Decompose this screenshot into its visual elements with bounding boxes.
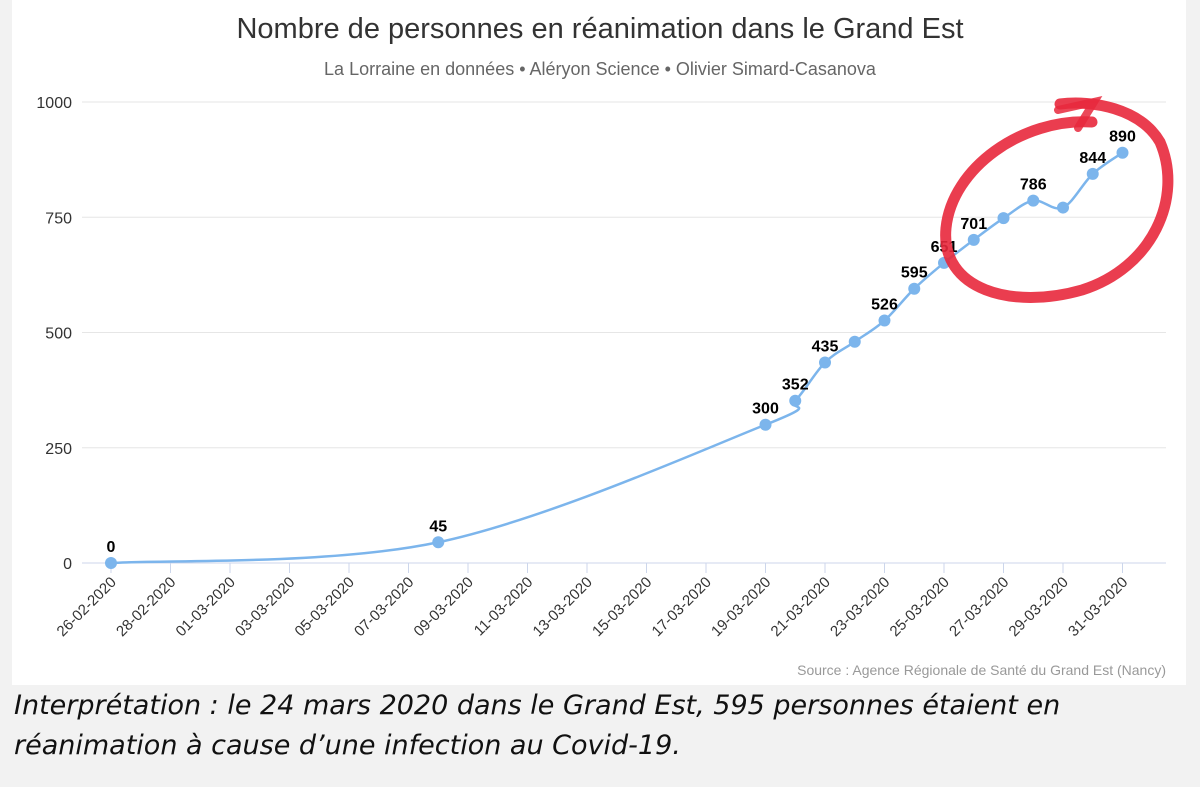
annotation-stroke xyxy=(940,97,1174,303)
y-tick-label: 1000 xyxy=(36,95,72,112)
x-tick-label: 01-03-2020 xyxy=(173,574,239,640)
data-point xyxy=(967,233,980,246)
data-point xyxy=(789,394,802,407)
series-line xyxy=(110,151,1124,565)
chart: Nombre de personnes en réanimation dans … xyxy=(36,13,1174,678)
annotation-circle xyxy=(940,96,1174,303)
x-tick-label: 09-03-2020 xyxy=(411,574,477,640)
data-point xyxy=(1116,146,1129,159)
data-point xyxy=(819,356,831,369)
grid xyxy=(82,101,1166,449)
data-point xyxy=(878,314,891,327)
data-points xyxy=(105,146,1129,569)
data-point xyxy=(759,418,772,431)
y-tick-label: 500 xyxy=(45,326,72,343)
data-point xyxy=(997,212,1010,225)
data-point xyxy=(1027,194,1040,207)
data-label: 786 xyxy=(1020,177,1047,194)
data-label: 526 xyxy=(871,297,898,314)
y-tick-label: 250 xyxy=(45,441,72,458)
y-axis: 0 250 500 750 1000 xyxy=(36,95,72,573)
chart-title: Nombre de personnes en réanimation dans … xyxy=(236,13,963,45)
y-tick-label: 750 xyxy=(45,210,72,227)
data-label: 352 xyxy=(782,377,809,394)
data-point xyxy=(848,335,861,348)
x-tick-label: 13-03-2020 xyxy=(530,574,596,640)
data-label: 435 xyxy=(812,338,839,355)
data-label: 701 xyxy=(960,216,987,233)
x-axis: 26-02-202028-02-202001-03-202003-03-2020… xyxy=(54,562,1166,640)
x-tick-label: 28-02-2020 xyxy=(113,574,179,640)
caption: Interprétation : le 24 mars 2020 dans le… xyxy=(14,690,1061,761)
x-tick-label: 31-03-2020 xyxy=(1065,574,1131,640)
data-label: 844 xyxy=(1079,150,1106,167)
x-tick-label: 07-03-2020 xyxy=(351,574,417,640)
data-point xyxy=(105,557,117,569)
x-tick-label: 11-03-2020 xyxy=(471,574,536,639)
y-tick-label: 0 xyxy=(63,556,72,573)
data-point xyxy=(1086,167,1099,180)
chart-card: Nombre de personnes en réanimation dans … xyxy=(12,0,1186,685)
data-label: 595 xyxy=(901,265,928,282)
data-point xyxy=(432,536,445,549)
x-tick-label: 27-03-2020 xyxy=(946,574,1012,640)
x-tick-label: 03-03-2020 xyxy=(232,574,298,640)
data-label: 0 xyxy=(107,539,116,556)
x-tick-label: 25-03-2020 xyxy=(887,574,953,640)
x-tick-label: 21-03-2020 xyxy=(768,574,834,640)
data-label: 300 xyxy=(752,401,779,418)
x-tick-label: 17-03-2020 xyxy=(649,574,715,640)
chart-source: Source : Agence Régionale de Santé du Gr… xyxy=(797,662,1166,678)
x-tick-label: 05-03-2020 xyxy=(292,574,358,640)
chart-subtitle: La Lorraine en données • Aléryon Science… xyxy=(324,59,877,79)
data-point xyxy=(1057,201,1069,214)
x-tick-label: 15-03-2020 xyxy=(589,574,655,640)
x-tick-label: 26-02-2020 xyxy=(54,574,120,640)
x-tick-label: 19-03-2020 xyxy=(708,574,774,640)
annotation-stroke-tail xyxy=(1054,96,1103,132)
data-point xyxy=(908,282,921,295)
x-tick-label: 23-03-2020 xyxy=(827,574,893,640)
data-label: 890 xyxy=(1109,129,1136,146)
data-label: 45 xyxy=(429,518,447,535)
x-tick-label: 29-03-2020 xyxy=(1006,574,1072,640)
